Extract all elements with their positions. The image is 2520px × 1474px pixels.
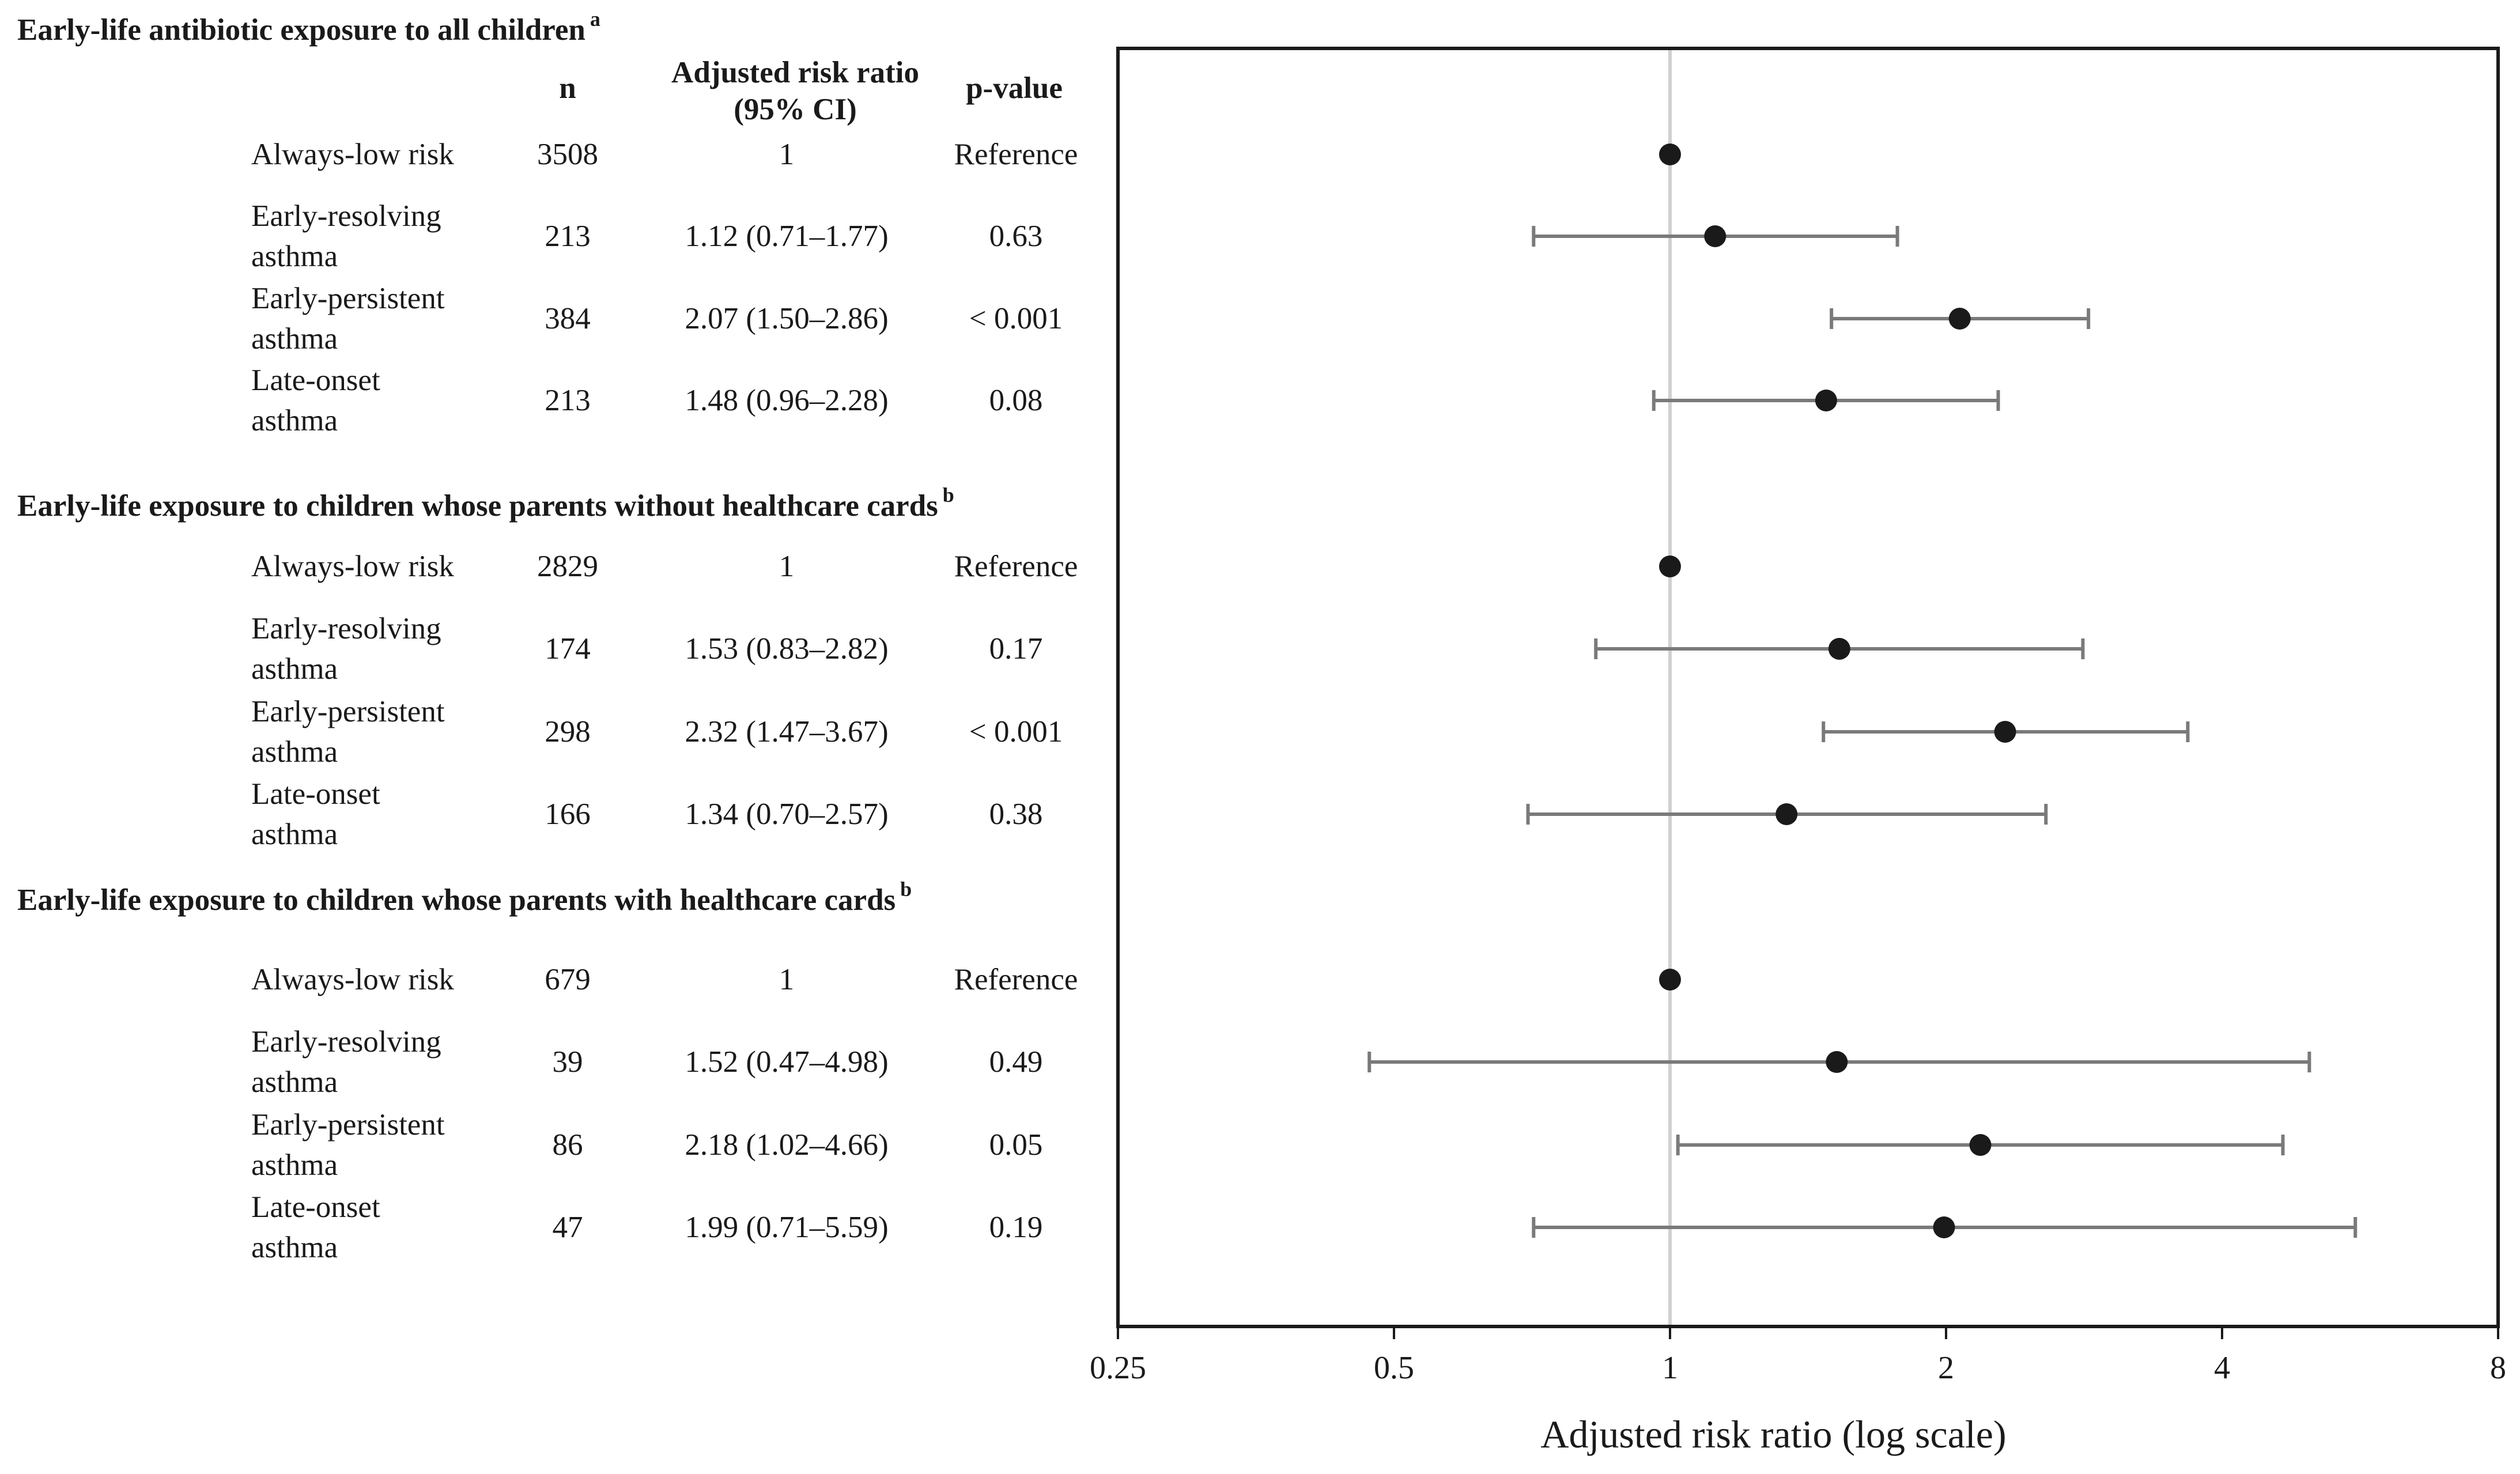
row-label: Early-persistent asthma (251, 282, 445, 356)
row-p-value: Reference (954, 963, 1078, 996)
point-estimate (1933, 1216, 1955, 1238)
x-tick-label: 1 (1662, 1350, 1678, 1386)
row-risk-ratio-value: 2.32 (1.47–3.67) (685, 715, 889, 749)
row-risk-ratio-value: 1 (779, 138, 795, 171)
section-title-with-cards: Early-life exposure to children whose pa… (17, 878, 912, 917)
point-estimate (1704, 225, 1726, 247)
row-risk-ratio-value: 1 (779, 550, 795, 583)
row-n-value: 2829 (537, 550, 598, 583)
row-n-value: 166 (545, 798, 591, 831)
row-n-value: 213 (545, 384, 591, 417)
point-estimate (1659, 969, 1681, 991)
row-p-value: 0.19 (989, 1211, 1043, 1244)
row-label: Always-low risk (251, 550, 454, 583)
row-n-value: 3508 (537, 138, 598, 171)
x-tick-label: 0.5 (1374, 1350, 1414, 1386)
section-title-all-children: Early-life antibiotic exposure to all ch… (17, 7, 600, 47)
row-label: Late-onset asthma (251, 777, 380, 851)
row-p-value: 0.08 (989, 384, 1043, 417)
row-n-value: 86 (552, 1128, 583, 1162)
row-label: Late-onset asthma (251, 1190, 380, 1264)
row-n-value: 298 (545, 715, 591, 749)
row-label: Early-resolving asthma (251, 199, 441, 273)
column-header-p-value: p-value (966, 71, 1063, 105)
point-estimate (1826, 1051, 1848, 1073)
row-p-value: 0.17 (989, 632, 1043, 666)
point-estimate (1828, 638, 1850, 660)
column-header-risk-ratio-line1: Adjusted risk ratio (671, 56, 919, 89)
row-label: Early-resolving asthma (251, 612, 441, 686)
row-risk-ratio-value: 1.53 (0.83–2.82) (685, 632, 889, 666)
row-label: Always-low risk (251, 138, 454, 171)
x-tick-label: 4 (2214, 1350, 2230, 1386)
point-estimate (1775, 803, 1798, 825)
row-n-value: 384 (545, 302, 591, 335)
point-estimate (1659, 143, 1681, 165)
row-risk-ratio-value: 1.12 (0.71–1.77) (685, 220, 889, 253)
x-tick-label: 8 (2490, 1350, 2506, 1386)
row-label: Late-onset asthma (251, 364, 380, 437)
section-superscript: b (900, 878, 912, 901)
row-p-value: 0.38 (989, 798, 1043, 831)
column-header-risk-ratio-line2: (95% CI) (734, 92, 857, 126)
row-label: Early-persistent asthma (251, 695, 445, 769)
row-p-value: < 0.001 (969, 302, 1063, 335)
row-p-value: 0.63 (989, 220, 1043, 253)
column-header-n: n (559, 71, 576, 105)
row-n-value: 39 (552, 1045, 583, 1079)
section-title-text: Early-life antibiotic exposure to all ch… (17, 13, 585, 47)
row-risk-ratio-value: 1.52 (0.47–4.98) (685, 1045, 889, 1079)
x-axis-title: Adjusted risk ratio (log scale) (1540, 1412, 2006, 1456)
row-p-value: 0.49 (989, 1045, 1043, 1079)
row-p-value: < 0.001 (969, 715, 1063, 749)
point-estimate (1994, 721, 2016, 743)
row-p-value: Reference (954, 550, 1078, 583)
column-header-risk-ratio: Adjusted risk ratio (95% CI) (640, 55, 951, 128)
point-estimate (1969, 1134, 1992, 1156)
row-label: Early-persistent asthma (251, 1108, 445, 1182)
point-estimate (1815, 390, 1837, 411)
row-label: Early-resolving asthma (251, 1025, 441, 1099)
row-n-value: 213 (545, 220, 591, 253)
plot-frame (1116, 47, 2500, 1328)
row-n-value: 47 (552, 1211, 583, 1244)
x-tick-label: 0.25 (1090, 1350, 1146, 1386)
section-superscript: a (590, 7, 600, 31)
row-risk-ratio-value: 1.99 (0.71–5.59) (685, 1211, 889, 1244)
row-risk-ratio-value: 1.48 (0.96–2.28) (685, 384, 889, 417)
row-risk-ratio-value: 2.18 (1.02–4.66) (685, 1128, 889, 1162)
section-superscript: b (942, 483, 954, 507)
section-title-text: Early-life exposure to children whose pa… (17, 883, 896, 917)
section-title-text: Early-life exposure to children whose pa… (17, 489, 938, 523)
row-risk-ratio-value: 1.34 (0.70–2.57) (685, 798, 889, 831)
row-label: Always-low risk (251, 963, 454, 996)
section-title-without-cards: Early-life exposure to children whose pa… (17, 483, 954, 523)
row-p-value: 0.05 (989, 1128, 1043, 1162)
row-n-value: 679 (545, 963, 591, 996)
point-estimate (1948, 308, 1971, 330)
row-n-value: 174 (545, 632, 591, 666)
row-risk-ratio-value: 2.07 (1.50–2.86) (685, 302, 889, 335)
row-p-value: Reference (954, 138, 1078, 171)
row-risk-ratio-value: 1 (779, 963, 795, 996)
point-estimate (1659, 555, 1681, 577)
x-tick-label: 2 (1938, 1350, 1954, 1386)
